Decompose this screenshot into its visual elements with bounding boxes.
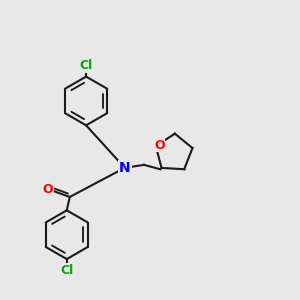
Text: O: O <box>154 139 165 152</box>
Text: Cl: Cl <box>60 264 74 277</box>
Text: O: O <box>43 183 53 196</box>
Text: Cl: Cl <box>80 59 93 72</box>
Text: N: N <box>119 161 130 175</box>
